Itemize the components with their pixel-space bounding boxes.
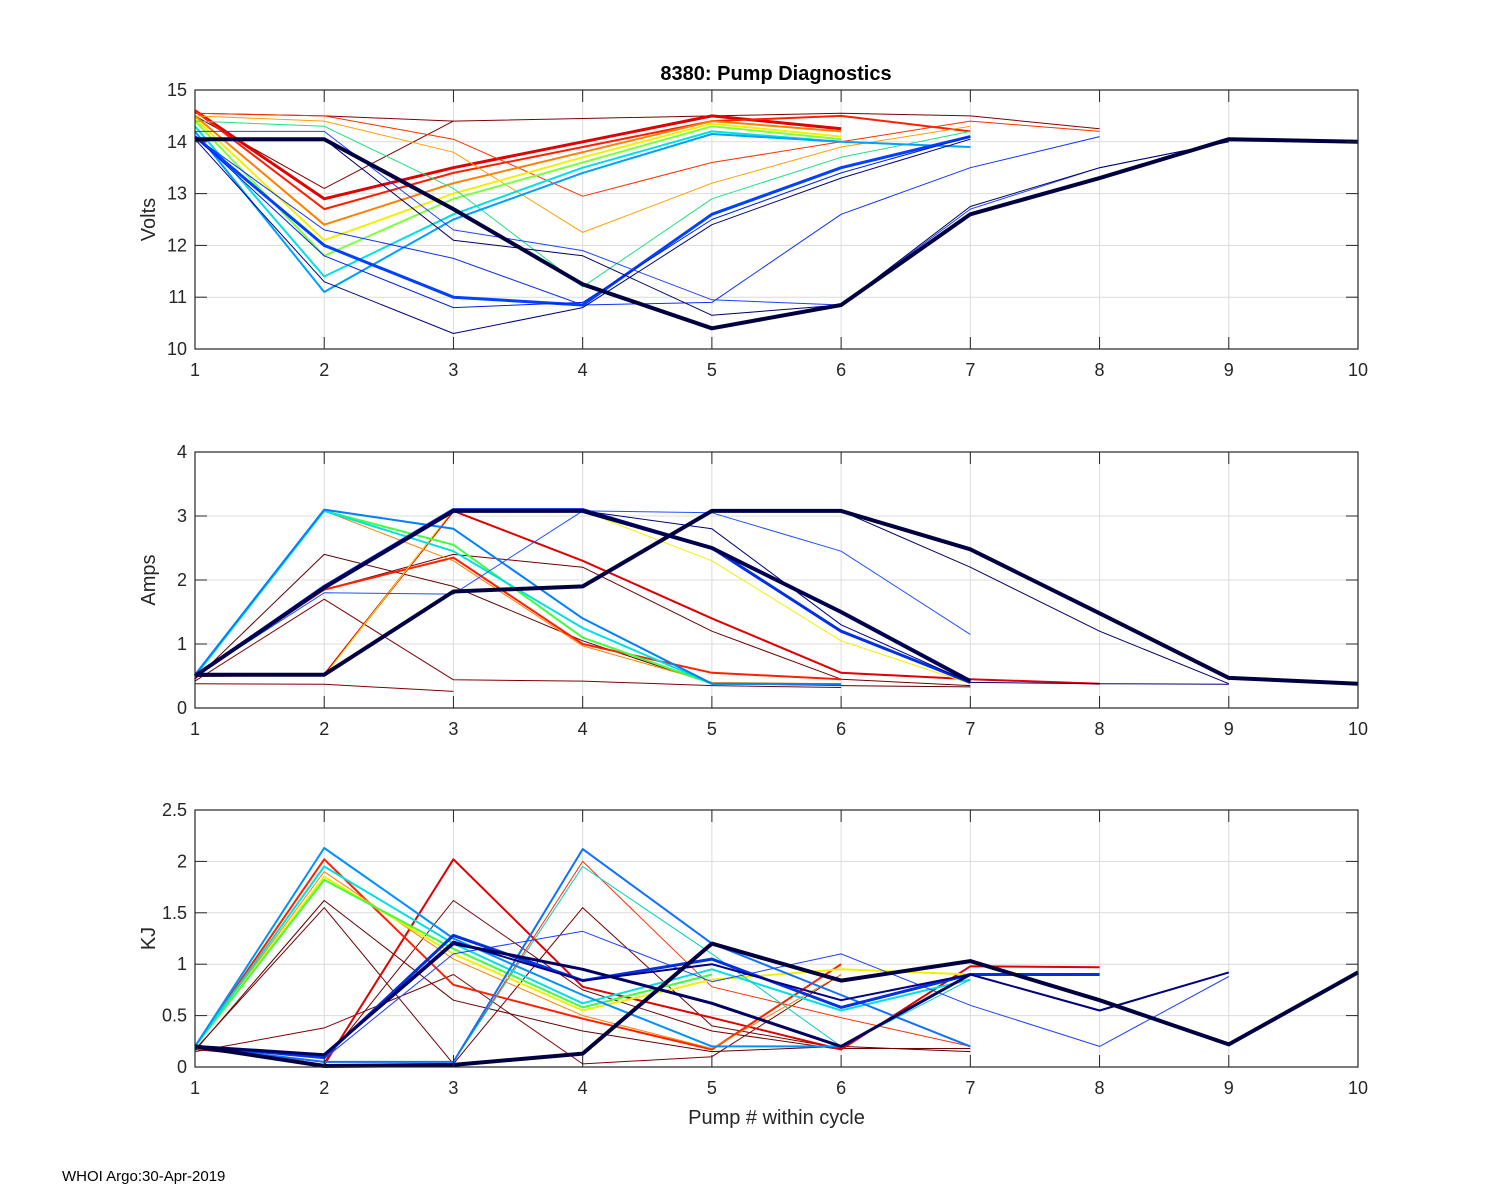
y-tick-label: 2	[177, 570, 187, 590]
y-tick-label: 15	[167, 80, 187, 100]
series-line-navy-B	[194, 942, 972, 1057]
series-line-green-A	[194, 878, 713, 1048]
y-tick-label: 14	[167, 132, 187, 152]
x-tick-label: 9	[1224, 360, 1234, 380]
series-line-orange-A	[194, 115, 842, 226]
series-line-red-A	[194, 509, 1100, 685]
axes-frame	[194, 809, 1359, 1068]
series-line-lightblue-A	[194, 130, 971, 293]
x-tick-label: 8	[1095, 1078, 1105, 1098]
series-line-early-flat	[194, 974, 842, 1065]
x-tick-label: 1	[190, 719, 200, 739]
x-tick-label: 5	[707, 1078, 717, 1098]
y-tick-label: 0.5	[162, 1006, 187, 1026]
series-line-navy-B	[195, 138, 1229, 316]
x-tick-label: 4	[578, 719, 588, 739]
series-line-latest	[194, 941, 1359, 1068]
x-tick-label: 3	[448, 1078, 458, 1098]
series-line-orange-B	[194, 115, 971, 233]
series-line-green-B	[194, 120, 971, 288]
y-tick-label: 2	[177, 851, 187, 871]
y-axis-label: Volts	[138, 198, 160, 241]
x-tick-label: 8	[1095, 360, 1105, 380]
series-line-cyan-A	[194, 865, 971, 1047]
x-tick-label: 2	[319, 719, 329, 739]
x-tick-label: 7	[965, 719, 975, 739]
x-tick-label: 3	[448, 719, 458, 739]
x-axis-label: Pump # within cycle	[688, 1107, 865, 1129]
series-line-early-5	[194, 112, 1100, 130]
axes-frame	[194, 89, 1359, 350]
x-tick-label: 6	[836, 360, 846, 380]
series-line-early-flat2	[194, 598, 842, 688]
x-tick-label: 6	[836, 1078, 846, 1098]
series-line-latest	[195, 137, 1359, 331]
x-tick-label: 1	[190, 360, 200, 380]
y-tick-label: 4	[177, 442, 187, 462]
series-group	[194, 109, 1359, 334]
y-axis-label: Amps	[138, 554, 160, 605]
y-tick-label: 2.5	[162, 800, 187, 820]
x-tick-label: 9	[1224, 1078, 1234, 1098]
y-tick-label: 10	[167, 339, 187, 359]
series-line-green-A	[194, 120, 842, 257]
x-tick-label: 4	[578, 360, 588, 380]
series-line-yellow-A	[194, 117, 842, 242]
series-line-blue-B	[194, 136, 971, 309]
x-tick-label: 5	[707, 719, 717, 739]
y-tick-label: 0	[177, 698, 187, 718]
series-line-blue-A	[194, 930, 1230, 1060]
series-line-red-A	[194, 109, 842, 201]
y-axis-label: KJ	[138, 927, 160, 950]
footer-credit: WHOI Argo:30-Apr-2019	[62, 1168, 226, 1185]
series-line-yellow-A	[194, 875, 971, 1048]
energy-axes: 1 2 3 4 5 6 7 8 9 10 0 0.5 1 1.5 2 2.5 KJ Pump # within c…	[138, 800, 1368, 1129]
x-tick-label: 7	[965, 360, 975, 380]
series-line-blue-D	[194, 136, 1100, 306]
y-tick-label: 1	[177, 954, 187, 974]
series-group	[193, 508, 1359, 692]
x-tick-label: 9	[1224, 719, 1234, 739]
series-line-navy-A	[194, 138, 971, 334]
figure-title: 8380: Pump Diagnostics	[660, 63, 891, 85]
series-line-red-C	[194, 112, 1100, 197]
x-tick-label: 10	[1348, 719, 1368, 739]
series-line-red-B	[194, 109, 971, 211]
series-line-red-B	[194, 858, 842, 1051]
series-group	[194, 847, 1359, 1068]
y-tick-label: 12	[167, 235, 187, 255]
x-tick-label: 10	[1348, 360, 1368, 380]
y-tick-label: 0	[177, 1057, 187, 1077]
y-tick-label: 11	[168, 287, 187, 307]
x-tick-label: 1	[190, 1078, 200, 1098]
series-line-latest	[195, 508, 1359, 686]
y-tick-label: 3	[177, 506, 187, 526]
x-tick-label: 8	[1095, 719, 1105, 739]
series-line-early-A	[194, 553, 971, 688]
y-tick-label: 1.5	[162, 903, 187, 923]
y-tick-label: 1	[177, 634, 187, 654]
x-tick-label: 4	[578, 1078, 588, 1098]
x-tick-label: 3	[448, 360, 458, 380]
x-tick-label: 6	[836, 719, 846, 739]
series-line-cyan-A	[194, 125, 842, 278]
x-tick-label: 5	[707, 360, 717, 380]
series-line-latest-b	[193, 508, 972, 683]
x-tick-label: 2	[319, 1078, 329, 1098]
x-tick-label: 7	[965, 1078, 975, 1098]
y-tick-label: 13	[167, 184, 187, 204]
x-tick-label: 10	[1348, 1078, 1368, 1098]
series-line-early-flat	[194, 683, 454, 692]
series-line-lightblue-A	[194, 508, 842, 686]
x-tick-label: 2	[319, 360, 329, 380]
series-line-orange-A	[194, 871, 842, 1049]
